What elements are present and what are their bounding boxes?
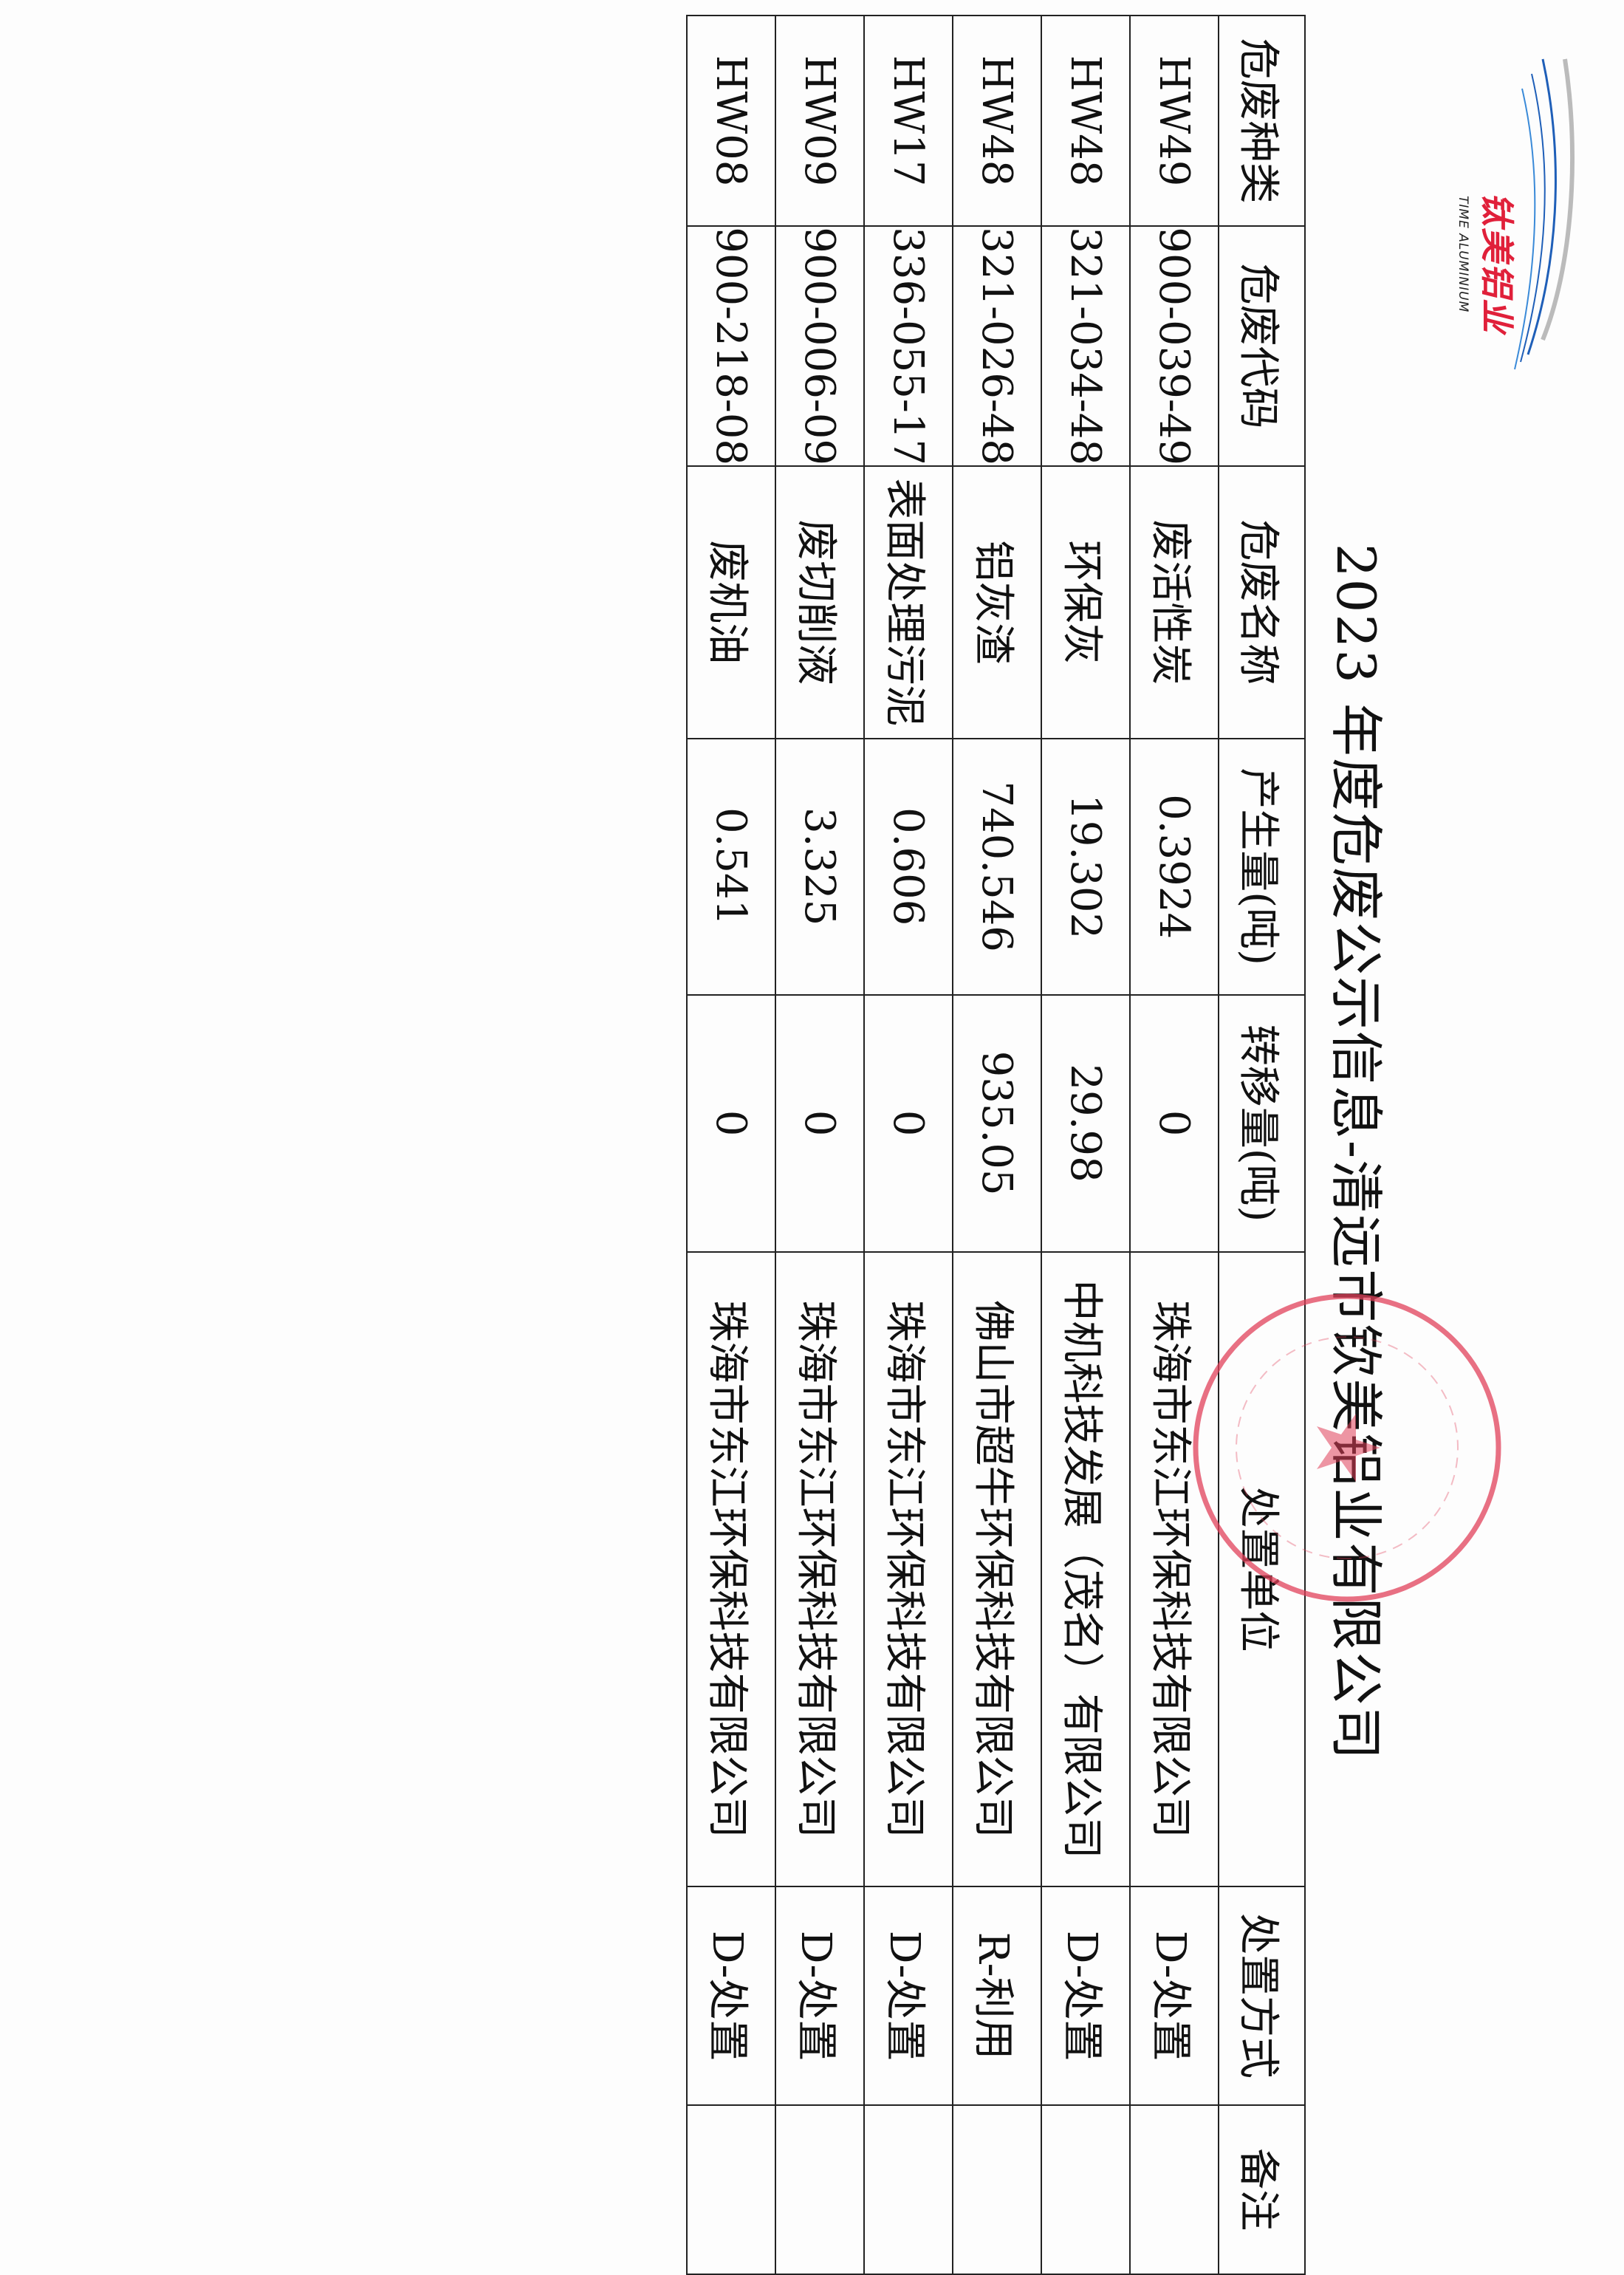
table-row: HW08 900-218-08 废机油 0.541 0 珠海市东江环保科技有限公…: [687, 16, 775, 2274]
cell-generated: 0.606: [864, 738, 953, 995]
cell-remark: [687, 2104, 775, 2274]
cell-generated: 3.325: [775, 738, 864, 995]
cell-category: HW48: [1041, 16, 1130, 227]
cell-transferred: 0: [687, 994, 775, 1252]
page-title: 2023 年度危废公示信息-清远市钦美铝业有限公司: [1325, 543, 1387, 1762]
cell-generated: 19.302: [1041, 738, 1130, 995]
cell-method: D-处置: [1130, 1886, 1219, 2105]
hazardous-waste-table: 危废种类 危废代码 危废名称 产生量(吨) 转移量(吨) 处置单位 处置方式 备…: [686, 15, 1306, 2275]
cell-method: D-处置: [1041, 1886, 1130, 2105]
logo-brand-cn: 钛美铝业: [1477, 192, 1517, 334]
cell-unit: 珠海市东江环保科技有限公司: [687, 1251, 775, 1887]
header-name: 危废名称: [1219, 466, 1305, 739]
cell-remark: [1130, 2104, 1219, 2274]
cell-generated: 0.3924: [1130, 738, 1219, 995]
cell-category: HW17: [864, 16, 953, 227]
swoosh-icon: [1514, 58, 1575, 370]
cell-unit: 珠海市东江环保科技有限公司: [1130, 1251, 1219, 1887]
header-transferred: 转移量(吨): [1219, 994, 1305, 1252]
cell-remark: [953, 2104, 1041, 2274]
cell-unit: 中机科技发展（茂名）有限公司: [1041, 1251, 1130, 1887]
cell-transferred: 29.98: [1041, 994, 1130, 1252]
header-method: 处置方式: [1219, 1886, 1305, 2105]
cell-code: 321-034-48: [1041, 226, 1130, 467]
cell-generated: 0.541: [687, 738, 775, 995]
company-logo: 钛美铝业 TIME ALUMINIUM: [1439, 44, 1587, 399]
table-row: HW48 321-034-48 环保灰 19.302 29.98 中机科技发展（…: [1041, 16, 1130, 2274]
table-header-row: 危废种类 危废代码 危废名称 产生量(吨) 转移量(吨) 处置单位 处置方式 备…: [1219, 16, 1305, 2274]
cell-code: 336-055-17: [864, 226, 953, 467]
cell-transferred: 0: [775, 994, 864, 1252]
cell-code: 900-218-08: [687, 226, 775, 467]
cell-generated: 740.546: [953, 738, 1041, 995]
header-remark: 备注: [1219, 2104, 1305, 2274]
cell-method: D-处置: [864, 1886, 953, 2105]
table-row: HW17 336-055-17 表面处理污泥 0.606 0 珠海市东江环保科技…: [864, 16, 953, 2274]
cell-category: HW09: [775, 16, 864, 227]
cell-transferred: 935.05: [953, 994, 1041, 1252]
cell-name: 废切削液: [775, 466, 864, 739]
header-code: 危废代码: [1219, 226, 1305, 467]
cell-category: HW08: [687, 16, 775, 227]
cell-remark: [775, 2104, 864, 2274]
cell-method: D-处置: [687, 1886, 775, 2105]
cell-method: D-处置: [775, 1886, 864, 2105]
cell-name: 铝灰渣: [953, 466, 1041, 739]
cell-name: 废活性炭: [1130, 466, 1219, 739]
cell-remark: [1041, 2104, 1130, 2274]
cell-unit: 珠海市东江环保科技有限公司: [864, 1251, 953, 1887]
header-category: 危废种类: [1219, 16, 1305, 227]
cell-category: HW48: [953, 16, 1041, 227]
cell-method: R-利用: [953, 1886, 1041, 2105]
cell-category: HW49: [1130, 16, 1219, 227]
cell-code: 900-039-49: [1130, 226, 1219, 467]
cell-name: 环保灰: [1041, 466, 1130, 739]
header-generated: 产生量(吨): [1219, 738, 1305, 995]
cell-code: 900-006-09: [775, 226, 864, 467]
header-unit: 处置单位: [1219, 1251, 1305, 1887]
table-row: HW49 900-039-49 废活性炭 0.3924 0 珠海市东江环保科技有…: [1130, 16, 1219, 2274]
cell-remark: [864, 2104, 953, 2274]
cell-transferred: 0: [1130, 994, 1219, 1252]
cell-code: 321-026-48: [953, 226, 1041, 467]
cell-unit: 佛山市超牛环保科技有限公司: [953, 1251, 1041, 1887]
table-row: HW48 321-026-48 铝灰渣 740.546 935.05 佛山市超牛…: [953, 16, 1041, 2274]
table-row: HW09 900-006-09 废切削液 3.325 0 珠海市东江环保科技有限…: [775, 16, 864, 2274]
logo-brand-en: TIME ALUMINIUM: [1456, 196, 1470, 313]
cell-name: 表面处理污泥: [864, 466, 953, 739]
cell-transferred: 0: [864, 994, 953, 1252]
cell-name: 废机油: [687, 466, 775, 739]
cell-unit: 珠海市东江环保科技有限公司: [775, 1251, 864, 1887]
